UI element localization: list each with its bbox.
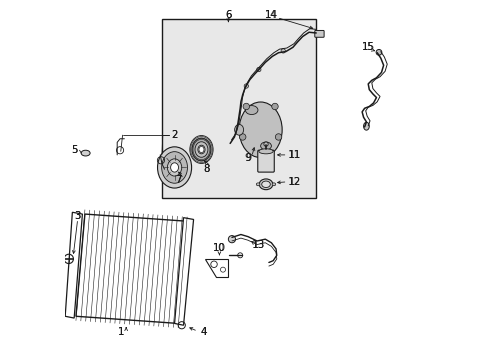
- Bar: [162, 19, 316, 198]
- Circle shape: [244, 84, 248, 88]
- Text: 1: 1: [117, 327, 124, 337]
- Text: 5: 5: [71, 144, 77, 154]
- Ellipse shape: [192, 138, 210, 161]
- Ellipse shape: [195, 142, 207, 157]
- Ellipse shape: [189, 135, 213, 163]
- Text: 8: 8: [203, 164, 210, 174]
- Ellipse shape: [239, 102, 282, 158]
- Text: 10: 10: [213, 243, 225, 253]
- Circle shape: [239, 134, 245, 140]
- Text: 15: 15: [361, 42, 374, 52]
- Text: 3: 3: [74, 211, 81, 221]
- Ellipse shape: [162, 152, 187, 183]
- Text: 4: 4: [200, 327, 206, 337]
- Text: 11: 11: [287, 150, 301, 160]
- Text: 14: 14: [264, 10, 277, 20]
- Text: 9: 9: [244, 153, 251, 163]
- Text: 7: 7: [175, 175, 181, 185]
- Text: 15: 15: [361, 42, 374, 52]
- Text: 13: 13: [252, 239, 265, 249]
- Ellipse shape: [199, 147, 203, 153]
- Text: 10: 10: [212, 243, 225, 253]
- Polygon shape: [76, 214, 187, 323]
- Circle shape: [375, 49, 381, 55]
- Ellipse shape: [260, 142, 271, 150]
- Ellipse shape: [258, 149, 273, 154]
- Ellipse shape: [167, 159, 182, 176]
- Text: 5: 5: [71, 144, 77, 154]
- Text: 6: 6: [224, 10, 231, 20]
- Circle shape: [228, 235, 235, 243]
- Text: 2: 2: [171, 130, 178, 140]
- Text: 12: 12: [287, 177, 301, 187]
- Polygon shape: [204, 259, 228, 277]
- Circle shape: [243, 103, 249, 110]
- Text: 13: 13: [252, 239, 264, 249]
- Ellipse shape: [234, 125, 243, 135]
- Text: 3: 3: [75, 211, 81, 221]
- Text: 7: 7: [175, 175, 181, 185]
- Circle shape: [256, 67, 261, 72]
- FancyBboxPatch shape: [257, 150, 274, 172]
- FancyBboxPatch shape: [314, 31, 324, 37]
- Text: 2: 2: [171, 130, 177, 140]
- Ellipse shape: [245, 105, 258, 114]
- Ellipse shape: [198, 145, 204, 154]
- Circle shape: [275, 134, 281, 140]
- Ellipse shape: [81, 150, 90, 156]
- Text: 8: 8: [203, 164, 209, 174]
- Ellipse shape: [259, 179, 272, 190]
- Text: 4: 4: [200, 327, 206, 337]
- Ellipse shape: [157, 147, 191, 188]
- Ellipse shape: [261, 181, 270, 188]
- Text: 11: 11: [288, 150, 300, 160]
- Ellipse shape: [363, 122, 368, 130]
- Polygon shape: [65, 212, 82, 318]
- Ellipse shape: [256, 183, 260, 186]
- Text: 12: 12: [288, 177, 300, 187]
- Polygon shape: [174, 218, 193, 325]
- Circle shape: [271, 103, 278, 110]
- Text: 1: 1: [118, 327, 123, 337]
- Ellipse shape: [170, 163, 178, 172]
- Text: 6: 6: [225, 10, 231, 20]
- Text: 14: 14: [264, 10, 278, 20]
- Ellipse shape: [271, 183, 275, 186]
- Circle shape: [264, 142, 267, 146]
- Text: 9: 9: [244, 153, 251, 163]
- Circle shape: [281, 49, 285, 53]
